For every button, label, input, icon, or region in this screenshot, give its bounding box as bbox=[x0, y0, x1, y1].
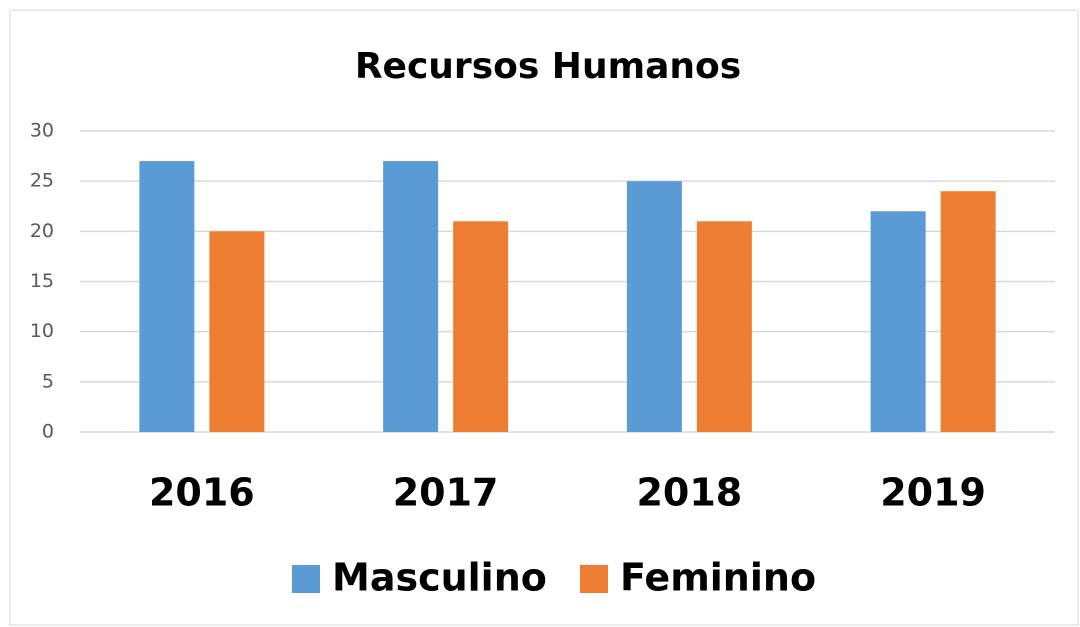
bar bbox=[209, 231, 265, 432]
bar bbox=[383, 161, 439, 432]
y-tick-label: 25 bbox=[30, 170, 54, 192]
bar bbox=[626, 181, 682, 432]
legend-label: Masculino bbox=[332, 556, 547, 600]
y-tick-label: 15 bbox=[30, 270, 54, 292]
bar bbox=[139, 161, 195, 432]
x-tick-label: 2017 bbox=[393, 471, 499, 515]
x-tick-label: 2019 bbox=[880, 471, 986, 515]
y-tick-label: 20 bbox=[30, 220, 54, 242]
y-tick-label: 0 bbox=[42, 421, 54, 443]
legend-label: Feminino bbox=[620, 556, 816, 600]
y-tick-label: 30 bbox=[30, 120, 54, 142]
x-tick-label: 2018 bbox=[636, 471, 742, 515]
bar bbox=[453, 221, 509, 432]
y-tick-label: 5 bbox=[42, 370, 54, 392]
legend-swatch bbox=[292, 565, 320, 593]
bar bbox=[696, 221, 752, 432]
chart-title: Recursos Humanos bbox=[355, 46, 741, 87]
y-tick-label: 10 bbox=[30, 320, 54, 342]
x-tick-label: 2016 bbox=[149, 471, 255, 515]
bar bbox=[940, 191, 996, 432]
bar bbox=[870, 211, 926, 432]
legend-swatch bbox=[580, 565, 608, 593]
